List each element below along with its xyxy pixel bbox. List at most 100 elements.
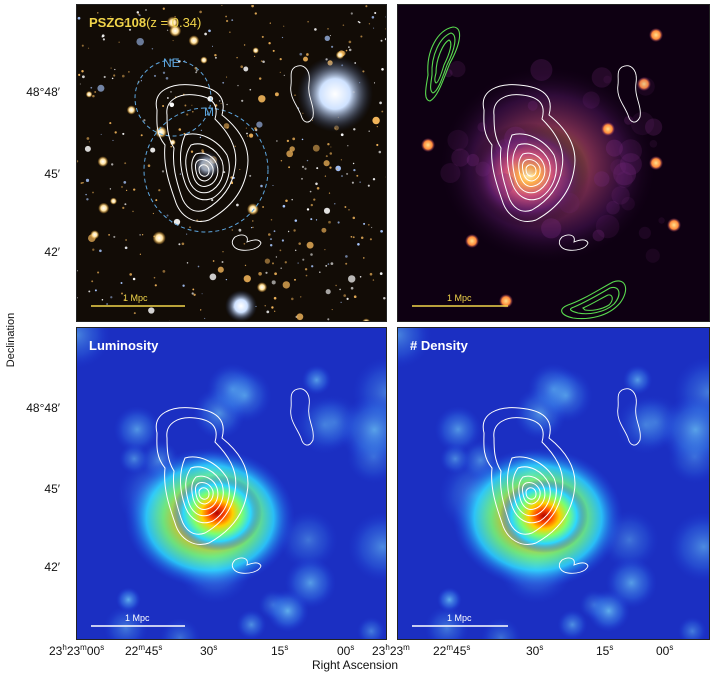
- diffuse-emission: [616, 171, 633, 189]
- star: [325, 265, 328, 267]
- x-tick-6: 23h23m: [372, 643, 410, 658]
- star: [316, 167, 319, 170]
- density-blob: [660, 394, 709, 465]
- star: [367, 223, 370, 226]
- star: [225, 278, 228, 281]
- optical-panel: PSZG108(z = 0.34) NE M 1 Mpc: [76, 4, 387, 322]
- contour-line: [180, 456, 230, 524]
- star: [123, 298, 126, 300]
- star: [283, 25, 285, 27]
- star: [341, 175, 343, 177]
- star: [240, 65, 244, 69]
- contour-line: [558, 234, 589, 251]
- x-tick-5: 00s: [337, 643, 355, 658]
- contour-line: [198, 164, 210, 177]
- diffuse-emission: [440, 163, 461, 183]
- star: [302, 258, 305, 261]
- star: [274, 92, 279, 97]
- star: [199, 136, 202, 139]
- star: [344, 206, 347, 208]
- star: [330, 262, 334, 265]
- x-tick-8: 30s: [526, 643, 544, 658]
- star: [226, 76, 228, 78]
- star: [82, 75, 85, 79]
- contour-line: [180, 133, 230, 201]
- star: [125, 239, 128, 241]
- star: [77, 270, 79, 272]
- star: [379, 272, 383, 275]
- diffuse-emission: [595, 214, 620, 239]
- star: [372, 116, 380, 125]
- density-blob: [116, 587, 141, 612]
- diffuse-emission: [610, 159, 627, 176]
- star: [152, 212, 154, 215]
- star: [102, 38, 106, 41]
- xray-image: [398, 5, 709, 321]
- star: [268, 42, 271, 45]
- point-source: [421, 138, 435, 152]
- star: [385, 68, 386, 70]
- contour-line: [482, 407, 576, 545]
- star: [140, 80, 142, 82]
- star: [132, 210, 134, 213]
- diffuse-emission: [466, 153, 480, 167]
- star: [373, 27, 375, 29]
- star: [327, 28, 329, 30]
- star: [126, 247, 128, 249]
- star: [100, 133, 102, 135]
- contour-line: [155, 84, 249, 222]
- star: [181, 242, 185, 246]
- star: [273, 230, 276, 233]
- bright-star: [188, 35, 200, 46]
- star: [340, 301, 342, 303]
- star: [192, 288, 195, 291]
- star: [250, 226, 253, 229]
- star: [279, 71, 281, 74]
- star: [347, 145, 349, 147]
- star: [241, 99, 244, 102]
- density-blob: [539, 368, 593, 423]
- bright-star: [152, 231, 166, 245]
- y-tick-bottom-2: 45′: [44, 482, 60, 496]
- contour-line: [231, 234, 262, 251]
- star: [262, 206, 265, 208]
- star: [372, 178, 376, 181]
- density-blob: [437, 587, 462, 612]
- star: [208, 29, 211, 33]
- contour-line: [521, 482, 541, 505]
- diffuse-emission: [516, 152, 539, 176]
- star: [114, 131, 117, 134]
- density-blob: [113, 406, 161, 453]
- star: [237, 84, 239, 87]
- diffuse-emission: [592, 229, 605, 242]
- star: [97, 271, 100, 274]
- star: [169, 102, 175, 108]
- density-blob: [678, 617, 707, 639]
- star: [165, 77, 169, 80]
- star: [348, 40, 352, 44]
- star: [148, 307, 155, 314]
- density-blob: [339, 394, 386, 465]
- x-tick-3: 30s: [200, 643, 218, 658]
- peak-core: [500, 479, 588, 553]
- star: [101, 34, 105, 38]
- star: [269, 238, 273, 241]
- star: [306, 208, 310, 211]
- contour-line: [231, 557, 262, 574]
- star: [279, 249, 282, 252]
- star: [139, 234, 141, 236]
- density-blob: [103, 605, 148, 639]
- diffuse-emission: [658, 217, 665, 224]
- diffuse-emission: [606, 200, 620, 215]
- star: [128, 28, 132, 31]
- diffuse-emission: [613, 162, 637, 186]
- star: [310, 203, 313, 207]
- contour-line: [518, 475, 546, 510]
- diffuse-emission: [611, 186, 630, 205]
- ne-region-label: NE: [163, 56, 180, 70]
- bright-star: [126, 105, 136, 115]
- diffuse-emission: [475, 161, 491, 177]
- star: [272, 262, 274, 265]
- star: [226, 126, 229, 129]
- star: [363, 257, 365, 259]
